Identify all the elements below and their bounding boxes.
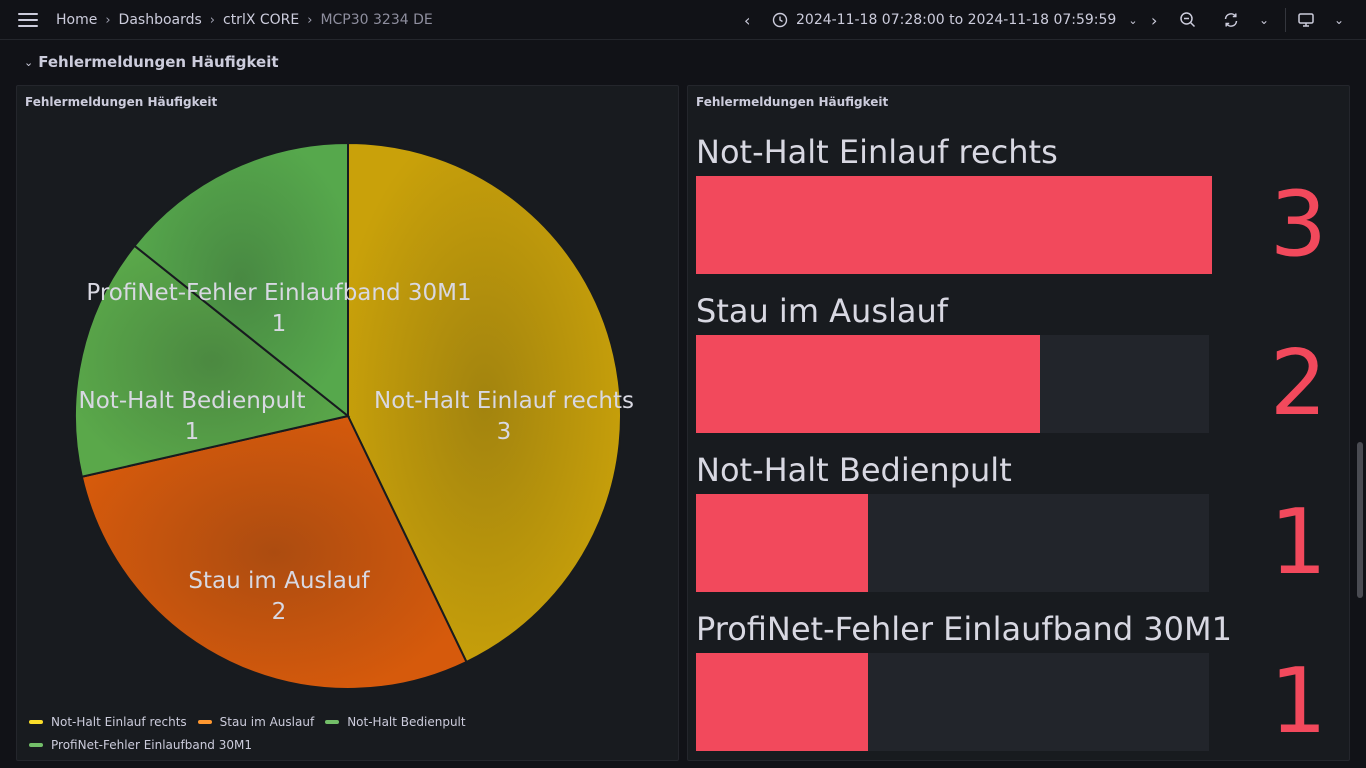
time-shift-forward-icon[interactable]: › xyxy=(1151,10,1158,30)
pie-label-value: 2 xyxy=(271,599,287,625)
chevron-down-icon: ⌄ xyxy=(1128,13,1138,27)
pie-label-value: 3 xyxy=(496,419,512,445)
time-range-label: 2024-11-18 07:28:00 to 2024-11-18 07:59:… xyxy=(796,12,1117,28)
chevron-right-icon: › xyxy=(209,12,215,28)
pie-slice[interactable] xyxy=(74,244,351,478)
pie-label-name: ProfiNet-Fehler Einlaufband 30M1 xyxy=(86,280,472,306)
breadcrumb-dashboards[interactable]: Dashboards xyxy=(118,12,202,28)
bar-value: 2 xyxy=(1269,331,1327,436)
pie-label-stau-im-auslauf: Stau im Auslauf 2 xyxy=(188,566,369,628)
row-title: Fehlermeldungen Häufigkeit xyxy=(38,53,279,71)
pie-label-name: Not-Halt Einlauf rechts xyxy=(374,388,634,414)
pie-label-not-halt-einlauf-rechts: Not-Halt Einlauf rechts 3 xyxy=(374,386,634,448)
panel-title[interactable]: Fehlermeldungen Häufigkeit xyxy=(696,95,889,109)
bar-track xyxy=(696,494,1209,592)
legend-item[interactable]: Not-Halt Einlauf rechts xyxy=(29,715,187,729)
bar-track xyxy=(696,176,1212,274)
bar-value: 1 xyxy=(1269,649,1327,754)
breadcrumb-folder[interactable]: ctrlX CORE xyxy=(223,12,300,28)
time-shift-back-icon[interactable]: ‹ xyxy=(744,10,751,30)
bar-track xyxy=(696,653,1209,751)
divider xyxy=(1285,8,1286,32)
bar-value: 3 xyxy=(1269,172,1327,277)
panel-title[interactable]: Fehlermeldungen Häufigkeit xyxy=(25,95,218,109)
pie-label-name: Not-Halt Bedienpult xyxy=(78,388,306,414)
pie-chart xyxy=(74,141,622,690)
bar-label: Stau im Auslauf xyxy=(696,292,949,330)
pie-label-not-halt-bedienpult: Not-Halt Bedienpult 1 xyxy=(79,386,306,448)
pie-legend: Not-Halt Einlauf rechts Stau im Auslauf … xyxy=(29,710,477,756)
legend-label: Stau im Auslauf xyxy=(219,714,315,729)
bar xyxy=(696,176,1212,274)
breadcrumb-dashboard: MCP30 3234 DE xyxy=(320,12,433,28)
chevron-down-icon: ⌄ xyxy=(24,55,34,69)
row-toggle[interactable]: ⌄ Fehlermeldungen Häufigkeit xyxy=(24,50,279,74)
pie-slice[interactable] xyxy=(80,414,468,690)
pie-label-value: 1 xyxy=(271,311,287,337)
legend-swatch xyxy=(29,719,43,724)
top-nav-bar: Home › Dashboards › ctrlX CORE › MCP30 3… xyxy=(0,0,1366,40)
chevron-right-icon: › xyxy=(105,12,111,28)
time-range-picker[interactable]: 2024-11-18 07:28:00 to 2024-11-18 07:59:… xyxy=(772,12,1138,28)
refresh-icon[interactable] xyxy=(1222,11,1240,29)
pie-label-name: Stau im Auslauf xyxy=(188,568,370,594)
page-scrollbar[interactable] xyxy=(1357,442,1363,598)
pie-chart-panel: Fehlermeldungen Häufigkeit Not-Halt Einl… xyxy=(16,85,679,761)
refresh-interval-chevron-icon[interactable]: ⌄ xyxy=(1259,13,1270,27)
tv-mode-icon[interactable] xyxy=(1297,11,1315,29)
pie-label-value: 1 xyxy=(184,419,200,445)
bar xyxy=(696,653,868,751)
legend-item[interactable]: ProfiNet-Fehler Einlaufband 30M1 xyxy=(29,738,252,752)
bar-track xyxy=(696,335,1209,433)
chevron-right-icon: › xyxy=(307,12,313,28)
clock-icon xyxy=(772,12,788,28)
view-mode-chevron-icon[interactable]: ⌄ xyxy=(1334,13,1345,27)
breadcrumb-home[interactable]: Home xyxy=(56,12,98,28)
legend-swatch xyxy=(197,719,212,724)
bar xyxy=(696,335,1040,433)
legend-swatch xyxy=(325,719,340,724)
legend-swatch xyxy=(29,742,43,747)
bar-label: ProfiNet-Fehler Einlaufband 30M1 xyxy=(696,610,1232,648)
bar-gauge-panel: Fehlermeldungen Häufigkeit Not-Halt Einl… xyxy=(687,85,1350,761)
bar-label: Not-Halt Bedienpult xyxy=(696,451,1012,489)
legend-label: Not-Halt Einlauf rechts xyxy=(51,714,187,729)
menu-icon[interactable] xyxy=(18,13,38,27)
pie-slice[interactable] xyxy=(347,141,622,664)
legend-item[interactable]: Stau im Auslauf xyxy=(197,714,315,729)
zoom-out-icon[interactable] xyxy=(1179,11,1197,29)
legend-label: ProfiNet-Fehler Einlaufband 30M1 xyxy=(51,737,252,752)
bar xyxy=(696,494,868,592)
bar-value: 1 xyxy=(1269,490,1327,595)
legend-item[interactable]: Not-Halt Bedienpult xyxy=(325,714,466,729)
pie-slice[interactable] xyxy=(133,141,349,419)
breadcrumb: Home › Dashboards › ctrlX CORE › MCP30 3… xyxy=(56,0,433,40)
pie-label-profinet-fehler: ProfiNet-Fehler Einlaufband 30M1 1 xyxy=(86,278,471,340)
bar-label: Not-Halt Einlauf rechts xyxy=(696,133,1058,171)
legend-label: Not-Halt Bedienpult xyxy=(347,714,466,729)
